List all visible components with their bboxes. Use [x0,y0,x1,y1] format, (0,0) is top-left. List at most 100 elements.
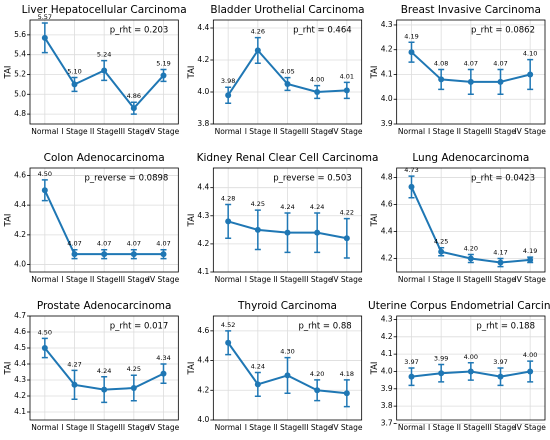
y-tick-label: 4.0 [197,87,209,96]
value-label: 4.25 [434,238,448,246]
value-label: 4.25 [127,365,141,373]
value-label: 4.24 [97,367,111,375]
data-point [467,255,474,262]
y-tick-label: 4.0 [197,415,209,424]
data-point [314,89,321,95]
x-tick-label: I Stage [61,127,88,136]
x-tick-label: Normal [398,275,425,284]
data-point [527,256,534,263]
x-tick-label: III Stage [118,275,149,284]
x-tick-label: Normal [215,275,242,284]
y-tick-label: 5.2 [14,69,26,78]
y-tick-label: 4.1 [381,69,393,78]
subplot: Bladder Urothelial Carcinoma TAI 3.8 4.0 4.2… [187,4,365,136]
x-tick-label: III Stage [485,127,516,136]
y-tick-label: 3.7 [381,418,393,427]
subplot-title: Prostate Adenocarcinoma [37,300,172,312]
value-label: 4.50 [38,328,52,336]
x-tick-label: II Stage [273,275,302,284]
y-tick-label: 4.3 [381,20,393,29]
y-axis-label: TAI [370,362,380,376]
annotation: p_rht = 0.0862 [471,26,535,36]
x-tick-label: III Stage [485,275,516,284]
plot-frame [396,19,546,125]
value-label: 4.17 [493,248,507,256]
x-tick-label: IV Stage [514,275,546,284]
subplot: Kidney Renal Clear Cell Carcinoma TAI 4.1 4… [187,152,379,284]
data-point [254,381,261,388]
plot-frame [212,167,363,273]
x-tick-label: IV Stage [148,127,180,136]
y-tick-label: 4.3 [197,211,209,220]
x-tick-label: Normal [398,423,425,432]
value-label: 3.97 [404,358,418,366]
x-tick-label: III Stage [118,127,149,136]
value-label: 4.52 [221,321,235,329]
data-point [225,92,232,99]
value-label: 4.05 [280,68,294,76]
subplot: Lung Adenocarcinoma TAI 4.2 4.4 4.6 4.8 Normal… [370,152,546,284]
data-point [408,373,415,380]
plot-frame [396,315,546,421]
value-label: 4.20 [464,244,478,252]
data-point [160,251,167,258]
y-axis-label: TAI [4,66,14,80]
y-tick-label: 4.1 [197,267,209,276]
value-label: 4.20 [310,370,324,378]
value-label: 5.10 [67,67,81,75]
value-label: 4.19 [404,32,418,40]
y-tick-label: 4.7 [14,311,26,320]
x-tick-label: I Stage [245,423,272,432]
data-point [467,368,474,375]
plot-frame [29,19,179,125]
subplot: Thyroid Carcinoma TAI 4.0 4.2 4.4 4.6 Normal I … [187,300,363,432]
y-tick-label: 4.0 [14,260,26,269]
subplot-title: Colon Adenocarcinoma [44,152,165,164]
subplot-title: Breast Invasive Carcinoma [401,4,541,16]
y-tick-label: 4.3 [381,314,393,323]
data-point [71,81,78,88]
data-point [343,390,350,397]
x-tick-label: III Stage [302,423,333,432]
subplot: Liver Hepatocellular Carcinoma TAI 4.8 5.0 5… [4,4,187,136]
value-label: 3.97 [493,358,507,366]
data-point [225,339,232,346]
y-tick-label: 4.2 [14,230,26,239]
x-tick-label: I Stage [428,275,455,284]
y-tick-label: 4.8 [14,109,26,118]
plot-frame [212,315,363,421]
data-point [254,47,261,54]
y-axis-label: TAI [4,214,14,228]
value-label: 3.99 [434,355,448,363]
x-tick-label: II Stage [457,127,486,136]
subplot-title: Liver Hepatocellular Carcinoma [22,4,187,16]
y-tick-label: 5.4 [14,50,26,59]
y-axis-label: TAI [370,66,380,80]
data-point [497,373,504,380]
x-tick-label: II Stage [90,275,119,284]
data-point [254,226,261,233]
y-tick-label: 4.2 [197,239,209,248]
data-point [527,368,534,375]
data-point [497,259,504,266]
y-tick-label: 4.1 [14,407,26,416]
data-point [101,67,108,74]
value-label: 5.57 [38,13,52,21]
value-label: 4.26 [251,28,265,36]
value-label: 4.25 [251,200,265,208]
x-tick-label: I Stage [428,127,455,136]
subplot-title: Thyroid Carcinoma [237,300,337,312]
y-tick-label: 4.6 [197,326,209,335]
y-tick-label: 4.1 [381,349,393,358]
y-tick-label: 4.3 [14,375,26,384]
data-point [41,345,48,351]
x-tick-label: III Stage [485,423,516,432]
x-tick-label: IV Stage [148,423,180,432]
subplot: Prostate Adenocarcinoma TAI 4.1 4.2 4.3 4.4 4.… [4,300,180,432]
x-tick-label: II Stage [457,275,486,284]
y-tick-label: 4.2 [14,391,26,400]
data-point [130,251,137,258]
x-tick-label: IV Stage [331,127,363,136]
y-tick-label: 4.0 [381,366,393,375]
value-label: 4.10 [523,50,537,58]
